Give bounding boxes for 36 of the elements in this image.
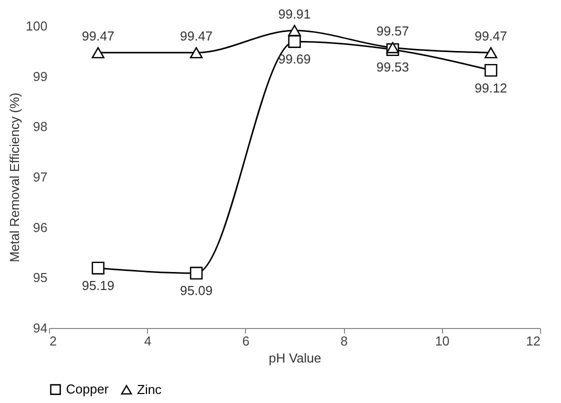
legend-label: Copper — [66, 382, 110, 397]
data-label: 99.12 — [474, 80, 508, 96]
x-tick-label: 2 — [50, 334, 57, 348]
y-tick-label: 97 — [33, 170, 48, 184]
point — [484, 47, 498, 58]
y-tick-label: 94 — [33, 320, 48, 336]
y-tick-label: 100 — [26, 18, 48, 34]
point — [190, 47, 203, 58]
data-label: 99.53 — [376, 60, 409, 75]
y-tick-label: 95 — [33, 270, 48, 286]
x-tick-label: 6 — [242, 334, 250, 348]
data-label: 95.09 — [180, 283, 213, 298]
data-label: 99.47 — [180, 28, 213, 44]
x-tick-label: 8 — [340, 334, 348, 348]
x-axis-title: pH Value — [268, 350, 322, 366]
data-label: 95.19 — [82, 278, 114, 294]
y-tick-label: 99 — [33, 68, 48, 84]
point — [288, 24, 301, 36]
x-tick-label: 4 — [144, 334, 152, 348]
point — [190, 266, 203, 280]
y-tick-label: 98 — [33, 119, 48, 134]
point — [484, 64, 498, 77]
data-label: 99.69 — [278, 52, 311, 67]
point — [92, 47, 104, 58]
y-axis-title: Metal Removal Efficiency (%) — [6, 92, 22, 262]
point — [288, 35, 301, 48]
data-label: 99.57 — [376, 24, 409, 39]
point — [386, 42, 400, 54]
point — [92, 262, 104, 274]
data-label: 99.47 — [82, 28, 114, 44]
x-tick-label: 12 — [526, 334, 540, 348]
y-tick-label: 96 — [33, 220, 48, 235]
data-label: 99.91 — [278, 6, 311, 22]
legend-label: Zinc — [137, 382, 162, 397]
x-tick-label: 10 — [435, 334, 450, 348]
data-label: 99.47 — [474, 28, 508, 44]
